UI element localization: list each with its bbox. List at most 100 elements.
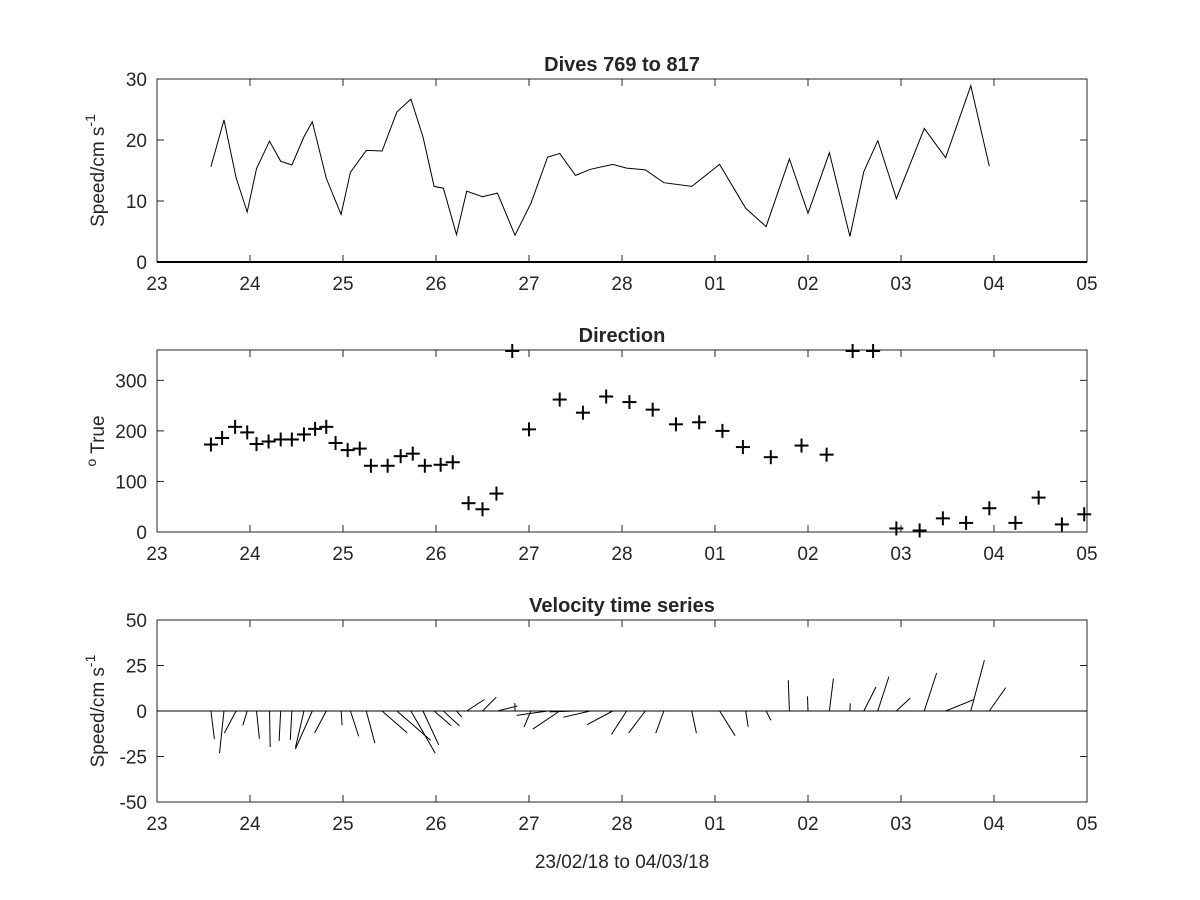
- direction-point: [328, 436, 343, 451]
- direction-point: [433, 457, 448, 472]
- y-tick-label: -50: [120, 793, 147, 814]
- direction-point: [261, 434, 276, 449]
- x-tick-label: 27: [518, 544, 539, 565]
- velocity-stick: [765, 710, 772, 721]
- x-tick-label: 28: [611, 814, 632, 835]
- x-tick-label: 24: [239, 544, 261, 565]
- velocity-stick: [563, 710, 591, 718]
- direction-point: [308, 421, 323, 436]
- direction-point: [489, 486, 504, 501]
- direction-point: [340, 443, 355, 458]
- velocity-stick: [719, 710, 736, 736]
- velocity-stick: [256, 710, 260, 739]
- x-tick-label: 24: [239, 814, 261, 835]
- velocity-stick: [988, 687, 1007, 712]
- x-tick-label: 03: [890, 544, 911, 565]
- x-tick-label: 04: [983, 274, 1005, 295]
- y-tick-label: 0: [136, 253, 147, 274]
- direction-point: [668, 417, 683, 432]
- direction-point: [1077, 507, 1092, 522]
- x-tick-label: 04: [983, 814, 1005, 835]
- direction-point: [845, 344, 860, 359]
- chart-title: Direction: [579, 325, 666, 347]
- velocity-stick: [516, 710, 548, 716]
- direction-point: [461, 496, 476, 511]
- velocity-stick: [466, 699, 485, 712]
- direction-point: [1008, 515, 1023, 530]
- chart-panel-3: 23 24 25 26 27 28 01 02 03 04 05 50 25 0 -25 -50 Velocit…: [82, 595, 1098, 873]
- velocity-stick: [289, 710, 293, 740]
- x-tick-label: 26: [425, 544, 446, 565]
- x-tick-label: 27: [518, 274, 539, 295]
- x-tick-label: 25: [332, 544, 353, 565]
- velocity-stick: [745, 710, 749, 727]
- y-axis-label-main: Speed/cm s: [88, 667, 109, 767]
- direction-point: [935, 511, 950, 526]
- velocity-stick: [223, 710, 237, 734]
- y-axis-label-exponent: -1: [82, 654, 98, 667]
- chart-panel-1: 23 24 25 26 27 28 01 02 03 04 05 0 10 20 30 Dives 769 t…: [82, 54, 1098, 295]
- direction-point: [319, 419, 334, 434]
- y-axis-label-exponent: -1: [82, 114, 98, 127]
- velocity-stick: [349, 710, 360, 737]
- x-axis-label: 23/02/18 to 04/03/18: [535, 852, 709, 873]
- direction-point: [380, 458, 395, 473]
- direction-point: [959, 515, 974, 530]
- axes-frame: [156, 349, 1088, 533]
- y-tick-label: 100: [115, 472, 147, 493]
- direction-point: [228, 419, 243, 434]
- velocity-stick: [532, 710, 560, 730]
- direction-point: [912, 523, 927, 538]
- y-tick-label: 25: [126, 657, 147, 678]
- x-tick-label: 01: [704, 814, 725, 835]
- x-tick-label: 03: [890, 274, 911, 295]
- direction-point: [622, 395, 637, 410]
- y-tick-label: 0: [136, 702, 147, 723]
- y-axis-label-main: Speed/cm s: [88, 127, 109, 227]
- velocity-stick: [381, 710, 408, 734]
- x-tick-label: 24: [239, 274, 261, 295]
- direction-point: [405, 446, 420, 461]
- direction-point: [475, 502, 490, 517]
- x-tick-label: 25: [332, 274, 353, 295]
- x-tick-label: 01: [704, 274, 725, 295]
- direction-point: [866, 344, 881, 359]
- y-axis-label: Speed/cm s-1: [82, 114, 109, 227]
- y-axis-label: Speed/cm s-1: [82, 654, 109, 767]
- direction-point: [794, 438, 809, 453]
- x-tick-label: 02: [797, 274, 818, 295]
- y-tick-label: 300: [115, 371, 147, 392]
- x-tick-label: 28: [611, 274, 632, 295]
- direction-point: [1054, 517, 1069, 532]
- velocity-stick: [295, 710, 305, 748]
- velocity-stick: [863, 686, 877, 712]
- x-tick-label: 28: [611, 544, 632, 565]
- x-tick-label: 04: [983, 544, 1005, 565]
- direction-point: [982, 501, 997, 516]
- velocity-stick: [294, 710, 313, 750]
- velocity-stick: [896, 697, 911, 712]
- y-tick-label: 0: [136, 523, 147, 544]
- velocity-stick: [610, 710, 628, 735]
- x-tick-label: 05: [1076, 814, 1097, 835]
- velocity-stick: [314, 710, 327, 734]
- y-tick-label: -25: [120, 748, 147, 769]
- x-tick-label: 03: [890, 814, 911, 835]
- direction-point: [522, 422, 536, 437]
- y-tick-label: 50: [126, 611, 147, 632]
- direction-point: [599, 389, 614, 404]
- velocity-stick: [655, 710, 665, 734]
- velocity-stick: [586, 710, 613, 726]
- x-tick-label: 05: [1076, 544, 1097, 565]
- velocity-stick: [443, 710, 460, 727]
- direction-point: [240, 425, 255, 440]
- velocity-stick: [219, 710, 225, 754]
- speed-series-line: [210, 83, 990, 237]
- direction-point: [889, 521, 904, 536]
- y-axis-label: o True: [83, 415, 109, 466]
- direction-point: [1031, 490, 1046, 505]
- velocity-stick: [807, 696, 809, 712]
- direction-point: [819, 447, 834, 462]
